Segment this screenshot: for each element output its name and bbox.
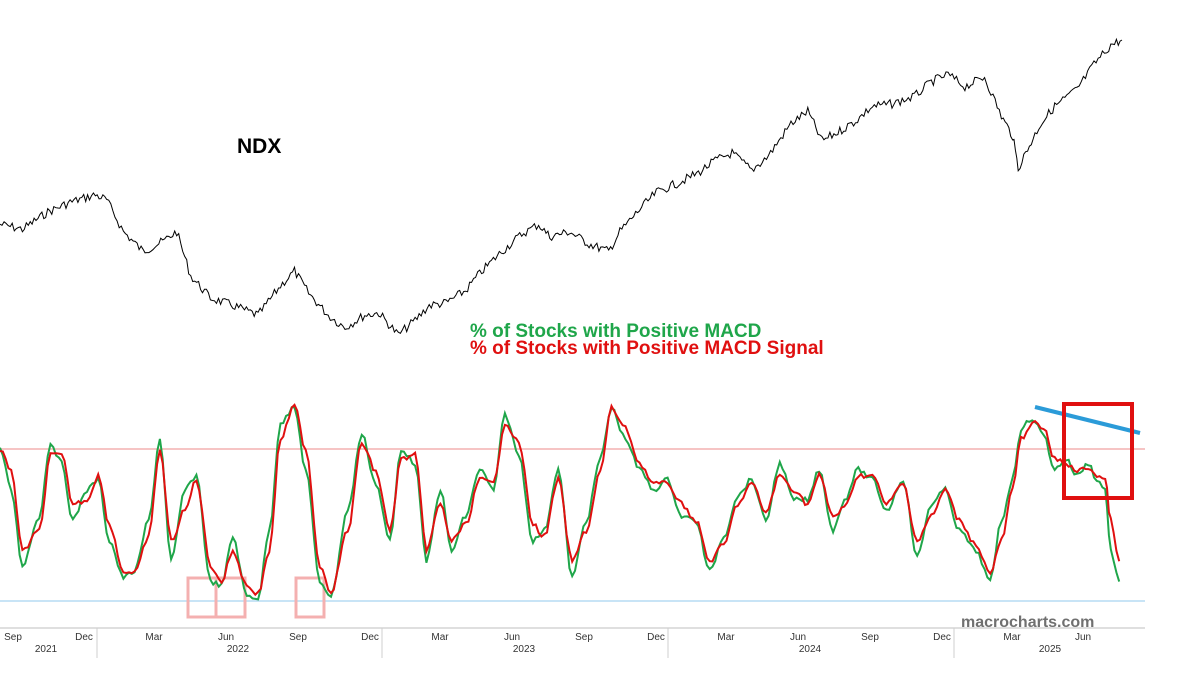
month-tick-label: Jun bbox=[504, 632, 520, 643]
year-tick-label: 2022 bbox=[227, 644, 250, 655]
positive-macd-line bbox=[0, 406, 1121, 601]
year-tick-label: 2024 bbox=[799, 644, 822, 655]
reference-lines bbox=[0, 448, 1145, 602]
recent-highlight-box bbox=[1062, 402, 1134, 500]
month-tick-label: Mar bbox=[145, 632, 163, 643]
positive-macd-signal-line bbox=[0, 403, 1121, 597]
month-tick-label: Jun bbox=[1075, 632, 1091, 643]
watermark: macrocharts.com bbox=[961, 614, 1094, 631]
month-tick-label: Mar bbox=[717, 632, 735, 643]
month-tick-label: Sep bbox=[4, 632, 22, 643]
month-tick-label: Sep bbox=[861, 632, 879, 643]
month-tick-label: Dec bbox=[75, 632, 93, 643]
month-tick-label: Dec bbox=[361, 632, 379, 643]
highlight-boxes bbox=[186, 576, 326, 619]
year-tick-label: 2023 bbox=[513, 644, 536, 655]
month-tick-label: Sep bbox=[575, 632, 593, 643]
month-tick-label: Dec bbox=[647, 632, 665, 643]
month-tick-label: Mar bbox=[1003, 632, 1021, 643]
year-tick-label: 2021 bbox=[35, 644, 58, 655]
ndx-label: NDX bbox=[237, 135, 281, 158]
month-tick-label: Mar bbox=[431, 632, 449, 643]
divergence-trendline bbox=[1034, 405, 1141, 435]
ndx-price-panel bbox=[0, 37, 1123, 334]
legend-green-series: % of Stocks with Positive MACD bbox=[470, 321, 761, 342]
breadth-panel bbox=[0, 402, 1141, 601]
year-tick-label: 2025 bbox=[1039, 644, 1062, 655]
month-tick-label: Jun bbox=[790, 632, 806, 643]
legend-red-series: % of Stocks with Positive MACD Signal bbox=[470, 338, 824, 359]
x-axis: Sep Dec Mar Jun Sep Dec Mar Jun Sep Dec Mar Jun Sep D… bbox=[0, 627, 1145, 658]
month-tick-label: Sep bbox=[289, 632, 307, 643]
month-tick-label: Dec bbox=[933, 632, 951, 643]
ndx-price-line bbox=[0, 37, 1123, 334]
low-highlight-box-2 bbox=[214, 576, 247, 619]
month-tick-label: Jun bbox=[218, 632, 234, 643]
low-highlight-box-3 bbox=[294, 576, 326, 619]
